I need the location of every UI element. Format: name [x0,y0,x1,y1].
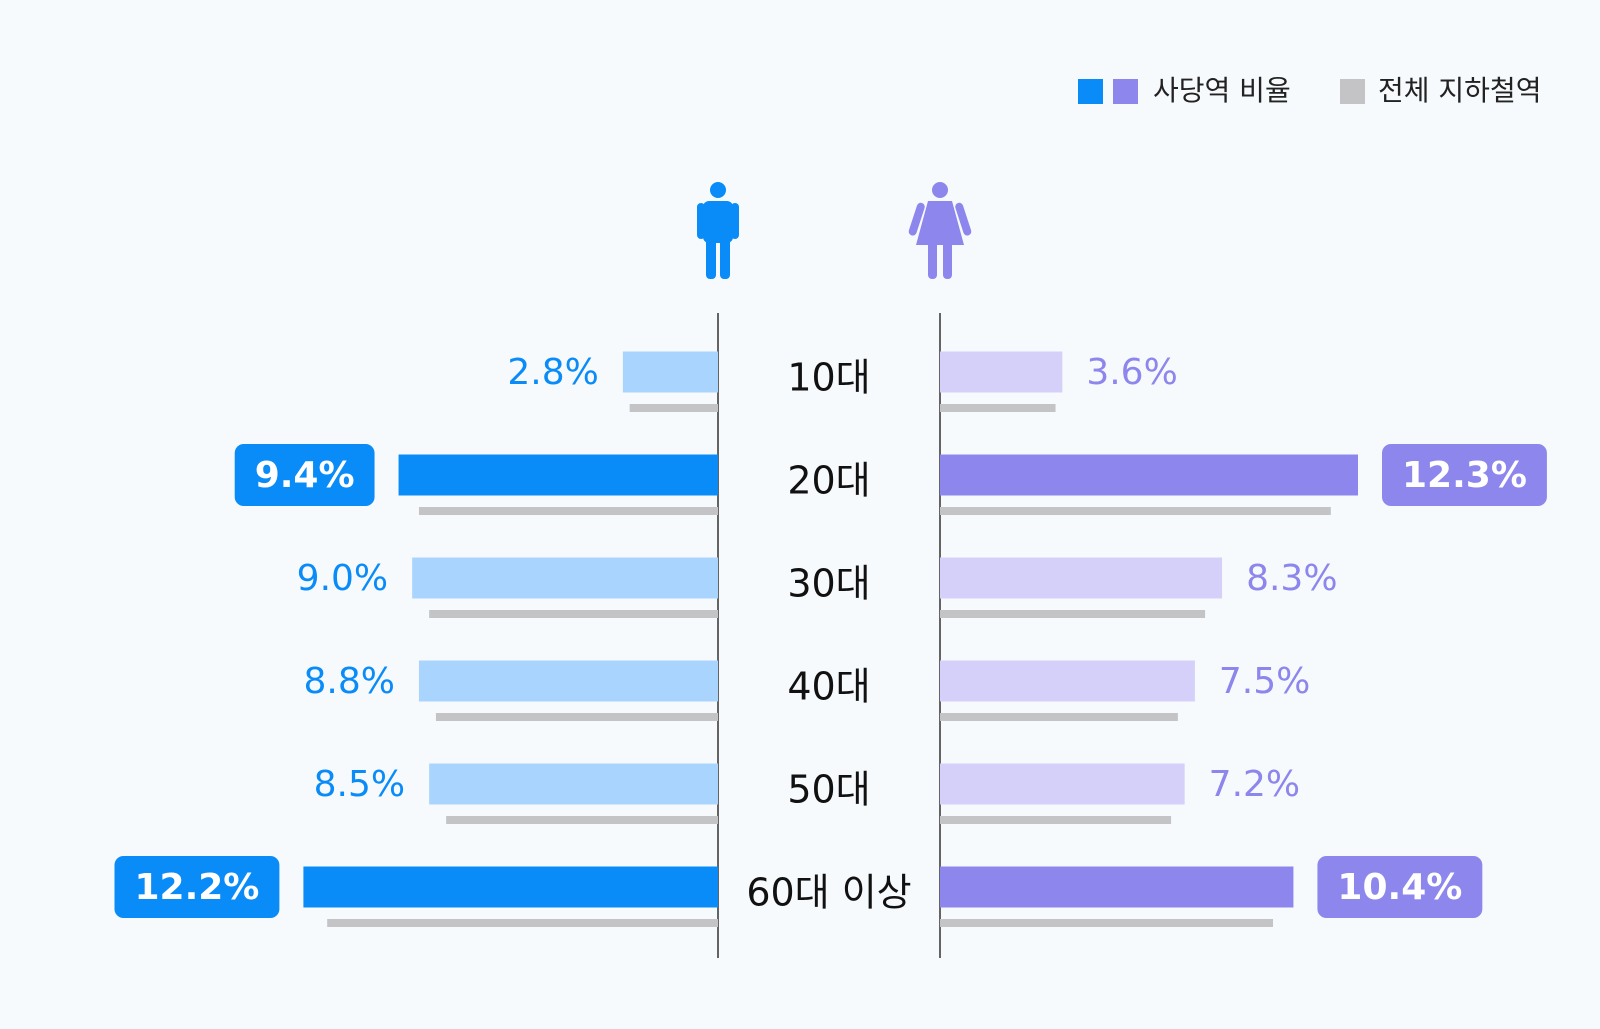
reference-bar [940,507,1331,515]
bar [622,351,718,393]
bar [940,763,1185,805]
category-label: 40대 [787,665,870,709]
value-label-box [1317,856,1483,918]
reference-bar [940,713,1178,721]
category-label: 60대 이상 [746,871,911,915]
reference-bar [435,713,718,721]
bar [940,660,1195,702]
legend-swatch [1078,79,1103,104]
bar [940,866,1294,908]
value-label-box [114,856,280,918]
reference-bar [418,507,718,515]
bar [429,763,718,805]
value-label-box [234,444,375,506]
value-label: 7.2% [1209,764,1300,805]
reference-bar [327,919,718,927]
bar [940,454,1358,496]
bar [940,557,1223,599]
value-label: 8.5% [314,764,405,805]
reference-bar [940,404,1056,412]
reference-bar [446,816,718,824]
female-icon [908,182,972,279]
bar [303,866,718,908]
legend-label: 전체 지하철역 [1378,74,1541,107]
value-label: 10.4% [1337,867,1462,908]
value-label: 12.3% [1402,455,1527,496]
value-label: 8.8% [303,661,394,702]
male-icon [697,182,739,279]
reference-bar [429,610,718,618]
category-label: 20대 [787,459,870,503]
bar [418,660,718,702]
value-label-box [1382,444,1547,506]
category-label: 10대 [787,356,870,400]
value-label: 12.2% [134,867,259,908]
legend-swatch [1113,79,1138,104]
category-label: 30대 [787,562,870,606]
value-label: 8.3% [1246,558,1337,599]
value-label: 3.6% [1086,352,1177,393]
reference-bar [940,919,1274,927]
category-label: 50대 [787,768,870,812]
reference-bar [629,404,718,412]
reference-bar [940,610,1206,618]
legend-label: 사당역 비율 [1153,74,1291,107]
bar [398,454,718,496]
value-label: 9.0% [297,558,388,599]
bar [412,557,718,599]
value-label: 7.5% [1219,661,1310,702]
legend-swatch [1340,79,1365,104]
value-label: 9.4% [255,455,355,496]
value-label: 2.8% [507,352,598,393]
reference-bar [940,816,1172,824]
bar [940,351,1063,393]
